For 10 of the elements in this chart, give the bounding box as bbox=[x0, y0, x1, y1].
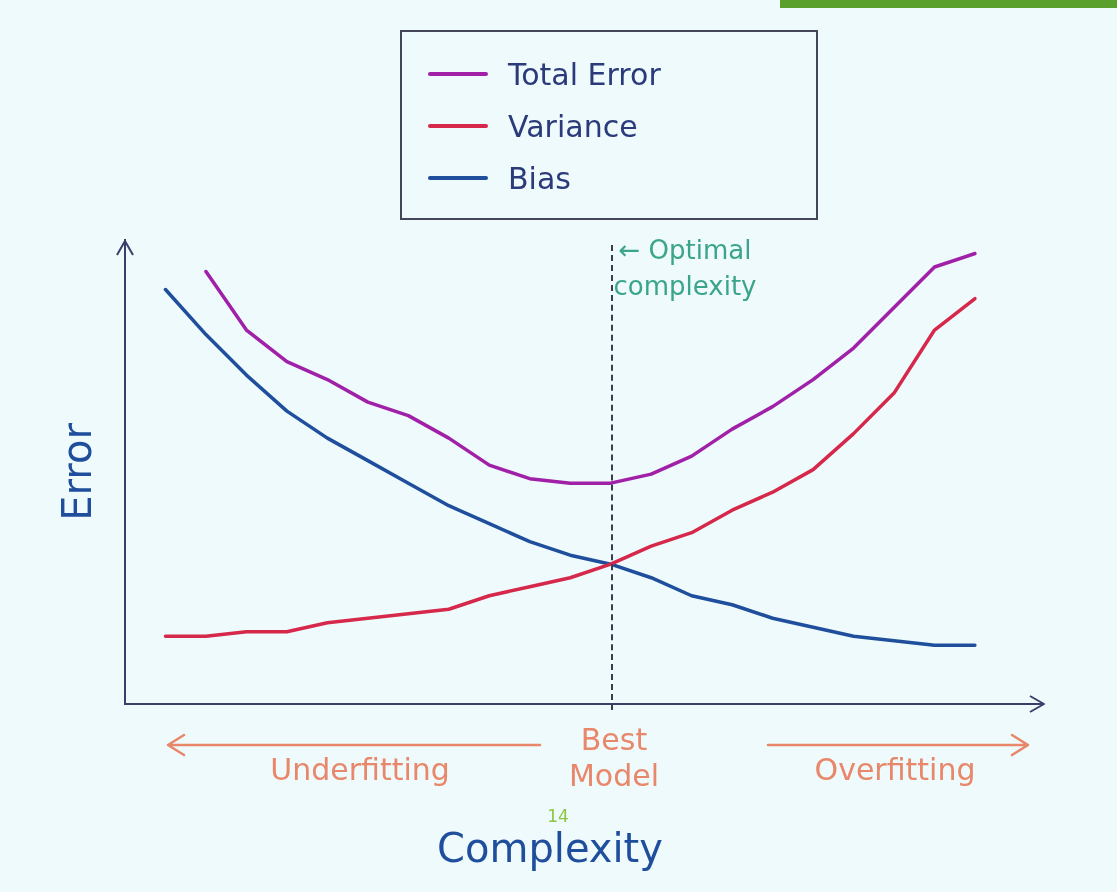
legend-label: Bias bbox=[508, 160, 571, 196]
text: Best Model bbox=[568, 721, 660, 793]
text: Underfitting bbox=[270, 751, 450, 787]
text: Overfitting bbox=[814, 751, 976, 787]
y-axis-title: Error bbox=[54, 422, 101, 521]
annotation: ← Optimal complexity bbox=[613, 234, 757, 301]
legend-label: Variance bbox=[508, 108, 638, 144]
legend-label: Total Error bbox=[508, 56, 661, 92]
x-axis-title: Complexity bbox=[437, 825, 663, 872]
text: 14 bbox=[547, 806, 569, 827]
